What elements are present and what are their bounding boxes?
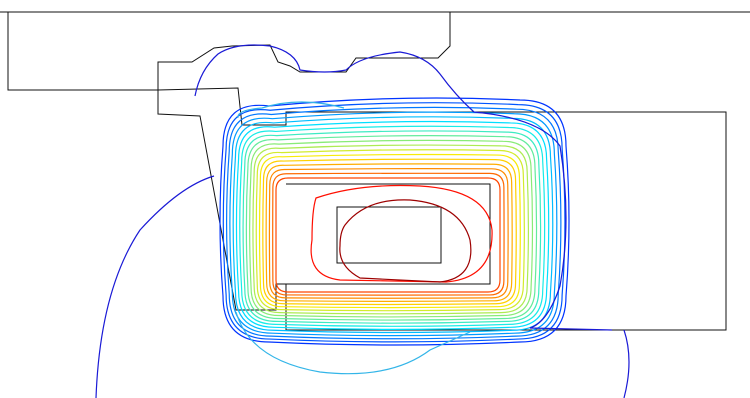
contour-line	[339, 199, 472, 283]
contour-line	[262, 158, 517, 306]
leakage-contour-line	[194, 44, 613, 331]
contour-line	[245, 135, 538, 321]
contour-line	[222, 102, 566, 343]
contour-line	[258, 153, 521, 309]
leakage-contour-line	[623, 329, 630, 398]
contour-line	[275, 177, 501, 293]
coil-window-outline	[286, 183, 491, 285]
contour-line	[268, 167, 509, 299]
contour-line	[219, 97, 570, 346]
upper-block-outline	[7, 12, 451, 91]
geometry-outlines	[0, 11, 750, 331]
leakage-contour-line	[95, 175, 215, 398]
leakage-contour-line	[235, 311, 471, 375]
contour-line	[225, 106, 562, 340]
contour-line	[255, 149, 525, 312]
contour-line	[252, 144, 530, 315]
contour-line	[249, 139, 534, 318]
contour-line	[239, 125, 546, 327]
contour-line	[272, 172, 505, 296]
field-contour-lines	[95, 44, 630, 398]
contour-line	[229, 111, 558, 337]
contour-line	[310, 184, 493, 283]
contour-line	[242, 130, 542, 324]
leakage-contour-line	[237, 101, 345, 119]
contour-line	[235, 120, 550, 331]
pole-piece-outline	[157, 87, 727, 331]
contour-line	[265, 163, 513, 302]
inner-core-outline	[336, 206, 442, 264]
